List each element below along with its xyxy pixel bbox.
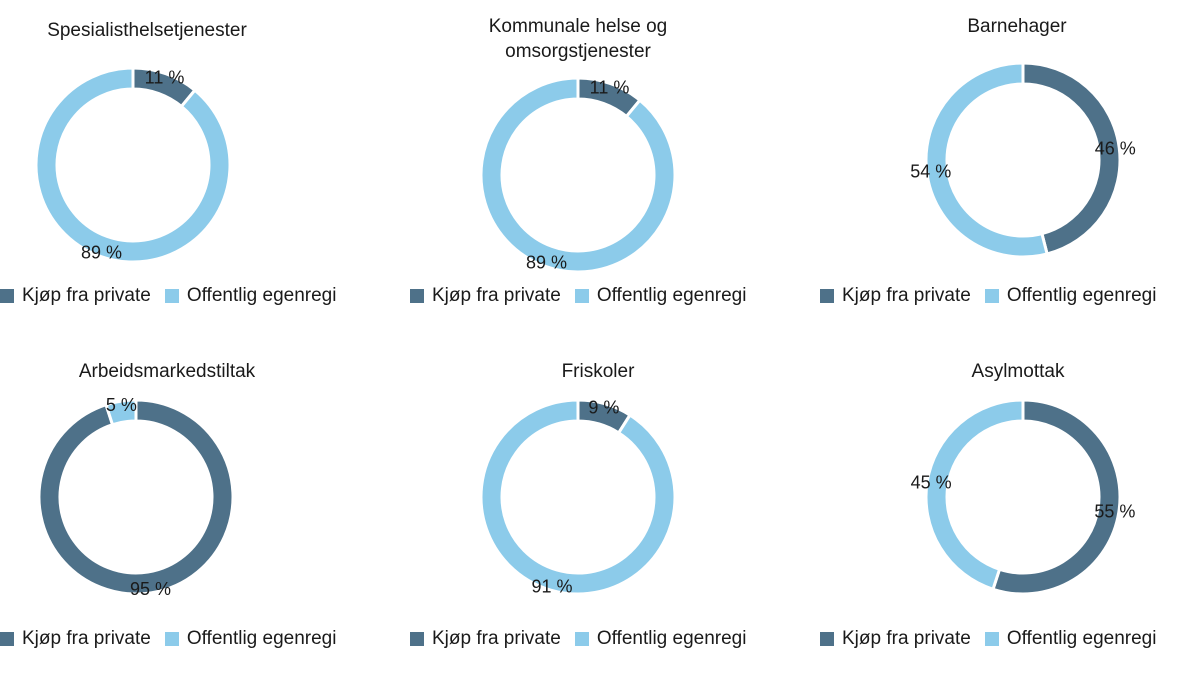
legend-label-public: Offentlig egenregi xyxy=(596,628,747,649)
chart-title: Arbeidsmarkedstiltak xyxy=(0,359,357,384)
slice-offentlig-egenregi xyxy=(924,61,1049,259)
chart-title-line: Asylmottak xyxy=(971,361,1065,382)
chart-title-line: Barnehager xyxy=(967,16,1067,37)
slice-offentlig-egenregi xyxy=(34,66,232,264)
data-label-kj-p-fra-private: 11 % xyxy=(145,67,185,87)
chart-title-line: Kommunale helse og xyxy=(488,16,668,37)
legend-item-private: Kjøp fra private xyxy=(820,628,971,650)
slice-offentlig-egenregi xyxy=(104,398,138,427)
legend-swatch-public xyxy=(984,632,999,646)
donut-chart: 95 % 5 % xyxy=(37,395,235,599)
chart-panel-asylmottak: Asylmottak 55 % 45 % Kjøp fra private Offent… xyxy=(820,353,1200,673)
donut-chart: 9 % 91 % xyxy=(479,398,677,596)
legend-item-public: Offentlig egenregi xyxy=(574,628,747,650)
legend-label-public: Offentlig egenregi xyxy=(186,628,337,649)
chart-panel-barnehager: Barnehager 46 % 54 % Kjøp fra private Offent… xyxy=(820,10,1200,330)
chart-title-line: Spesialisthelsetjenester xyxy=(47,20,247,41)
slice-kj-p-fra-private xyxy=(37,398,235,596)
legend-item-private: Kjøp fra private xyxy=(410,628,561,650)
data-label-offentlig-egenregi: 5 % xyxy=(106,395,137,415)
data-label-offentlig-egenregi: 91 % xyxy=(532,576,573,596)
legend-label-private: Kjøp fra private xyxy=(842,628,971,649)
chart-title: Asylmottak xyxy=(828,359,1200,384)
chart-title: Kommunale helse og omsorgstjenester xyxy=(388,14,768,64)
chart-legend: Kjøp fra private Offentlig egenregi xyxy=(0,628,350,652)
legend-item-public: Offentlig egenregi xyxy=(164,285,337,307)
chart-title: Friskoler xyxy=(408,359,788,384)
slice-kj-p-fra-private xyxy=(991,398,1122,596)
slice-offentlig-egenregi xyxy=(479,398,677,596)
chart-panel-spesialisthelsetjenester: Spesialisthelsetjenester 11 % 89 % Kjøp fra… xyxy=(0,10,380,330)
legend-swatch-private xyxy=(410,289,424,303)
legend-item-private: Kjøp fra private xyxy=(410,285,561,307)
donut-chart: 46 % 54 % xyxy=(910,61,1136,259)
legend-label-public: Offentlig egenregi xyxy=(596,285,747,306)
legend-label-private: Kjøp fra private xyxy=(842,285,971,306)
legend-label-public: Offentlig egenregi xyxy=(1006,628,1157,649)
data-label-kj-p-fra-private: 9 % xyxy=(588,398,619,418)
data-label-kj-p-fra-private: 11 % xyxy=(590,77,630,97)
chart-title: Barnehager xyxy=(827,14,1200,39)
data-label-kj-p-fra-private: 95 % xyxy=(130,579,171,599)
legend-label-private: Kjøp fra private xyxy=(22,285,151,306)
legend-label-private: Kjøp fra private xyxy=(22,628,151,649)
legend-swatch-public xyxy=(574,632,589,646)
legend-label-private: Kjøp fra private xyxy=(432,285,561,306)
data-label-offentlig-egenregi: 89 % xyxy=(81,243,122,263)
chart-legend: Kjøp fra private Offentlig egenregi xyxy=(410,285,760,309)
slice-offentlig-egenregi xyxy=(479,76,677,274)
legend-label-private: Kjøp fra private xyxy=(432,628,561,649)
chart-legend: Kjøp fra private Offentlig egenregi xyxy=(0,285,350,309)
legend-item-public: Offentlig egenregi xyxy=(984,628,1157,650)
chart-legend: Kjøp fra private Offentlig egenregi xyxy=(820,285,1170,309)
legend-swatch-public xyxy=(164,632,179,646)
legend-swatch-private xyxy=(410,632,424,646)
donut-chart: 11 % 89 % xyxy=(479,76,677,274)
chart-title-line: Arbeidsmarkedstiltak xyxy=(78,361,256,382)
legend-item-public: Offentlig egenregi xyxy=(574,285,747,307)
chart-title: Spesialisthelsetjenester xyxy=(0,18,337,43)
data-label-kj-p-fra-private: 55 % xyxy=(1094,502,1135,522)
chart-title-line: Friskoler xyxy=(561,361,635,382)
data-label-kj-p-fra-private: 46 % xyxy=(1095,138,1136,158)
chart-panel-friskoler: Friskoler 9 % 91 % Kjøp fra private Offentli… xyxy=(410,353,790,673)
data-label-offentlig-egenregi: 45 % xyxy=(911,472,952,492)
chart-panel-arbeidsmarkedstiltak: Arbeidsmarkedstiltak 95 % 5 % Kjøp fra priv… xyxy=(0,353,380,673)
donut-chart: 55 % 45 % xyxy=(911,398,1135,596)
legend-swatch-private xyxy=(820,632,834,646)
chart-legend: Kjøp fra private Offentlig egenregi xyxy=(410,628,760,652)
legend-label-public: Offentlig egenregi xyxy=(186,285,337,306)
chart-legend: Kjøp fra private Offentlig egenregi xyxy=(820,628,1170,652)
legend-swatch-public xyxy=(984,289,999,303)
legend-item-public: Offentlig egenregi xyxy=(164,628,337,650)
legend-item-private: Kjøp fra private xyxy=(820,285,971,307)
data-label-offentlig-egenregi: 54 % xyxy=(910,162,951,182)
legend-item-private: Kjøp fra private xyxy=(0,285,151,307)
legend-item-public: Offentlig egenregi xyxy=(984,285,1157,307)
legend-swatch-private xyxy=(0,632,14,646)
legend-swatch-public xyxy=(574,289,589,303)
legend-item-private: Kjøp fra private xyxy=(0,628,151,650)
donut-chart: 11 % 89 % xyxy=(34,66,232,264)
slice-kj-p-fra-private xyxy=(1021,61,1122,256)
slice-offentlig-egenregi xyxy=(924,398,1025,592)
chart-panel-kommunale-helse-og-omsorgstjenester: Kommunale helse og omsorgstjenester 11 % 89… xyxy=(410,10,790,330)
data-label-offentlig-egenregi: 89 % xyxy=(526,253,567,273)
legend-swatch-private xyxy=(820,289,834,303)
legend-swatch-public xyxy=(164,289,179,303)
legend-swatch-private xyxy=(0,289,14,303)
legend-label-public: Offentlig egenregi xyxy=(1006,285,1157,306)
chart-title-line: omsorgstjenester xyxy=(505,41,651,62)
